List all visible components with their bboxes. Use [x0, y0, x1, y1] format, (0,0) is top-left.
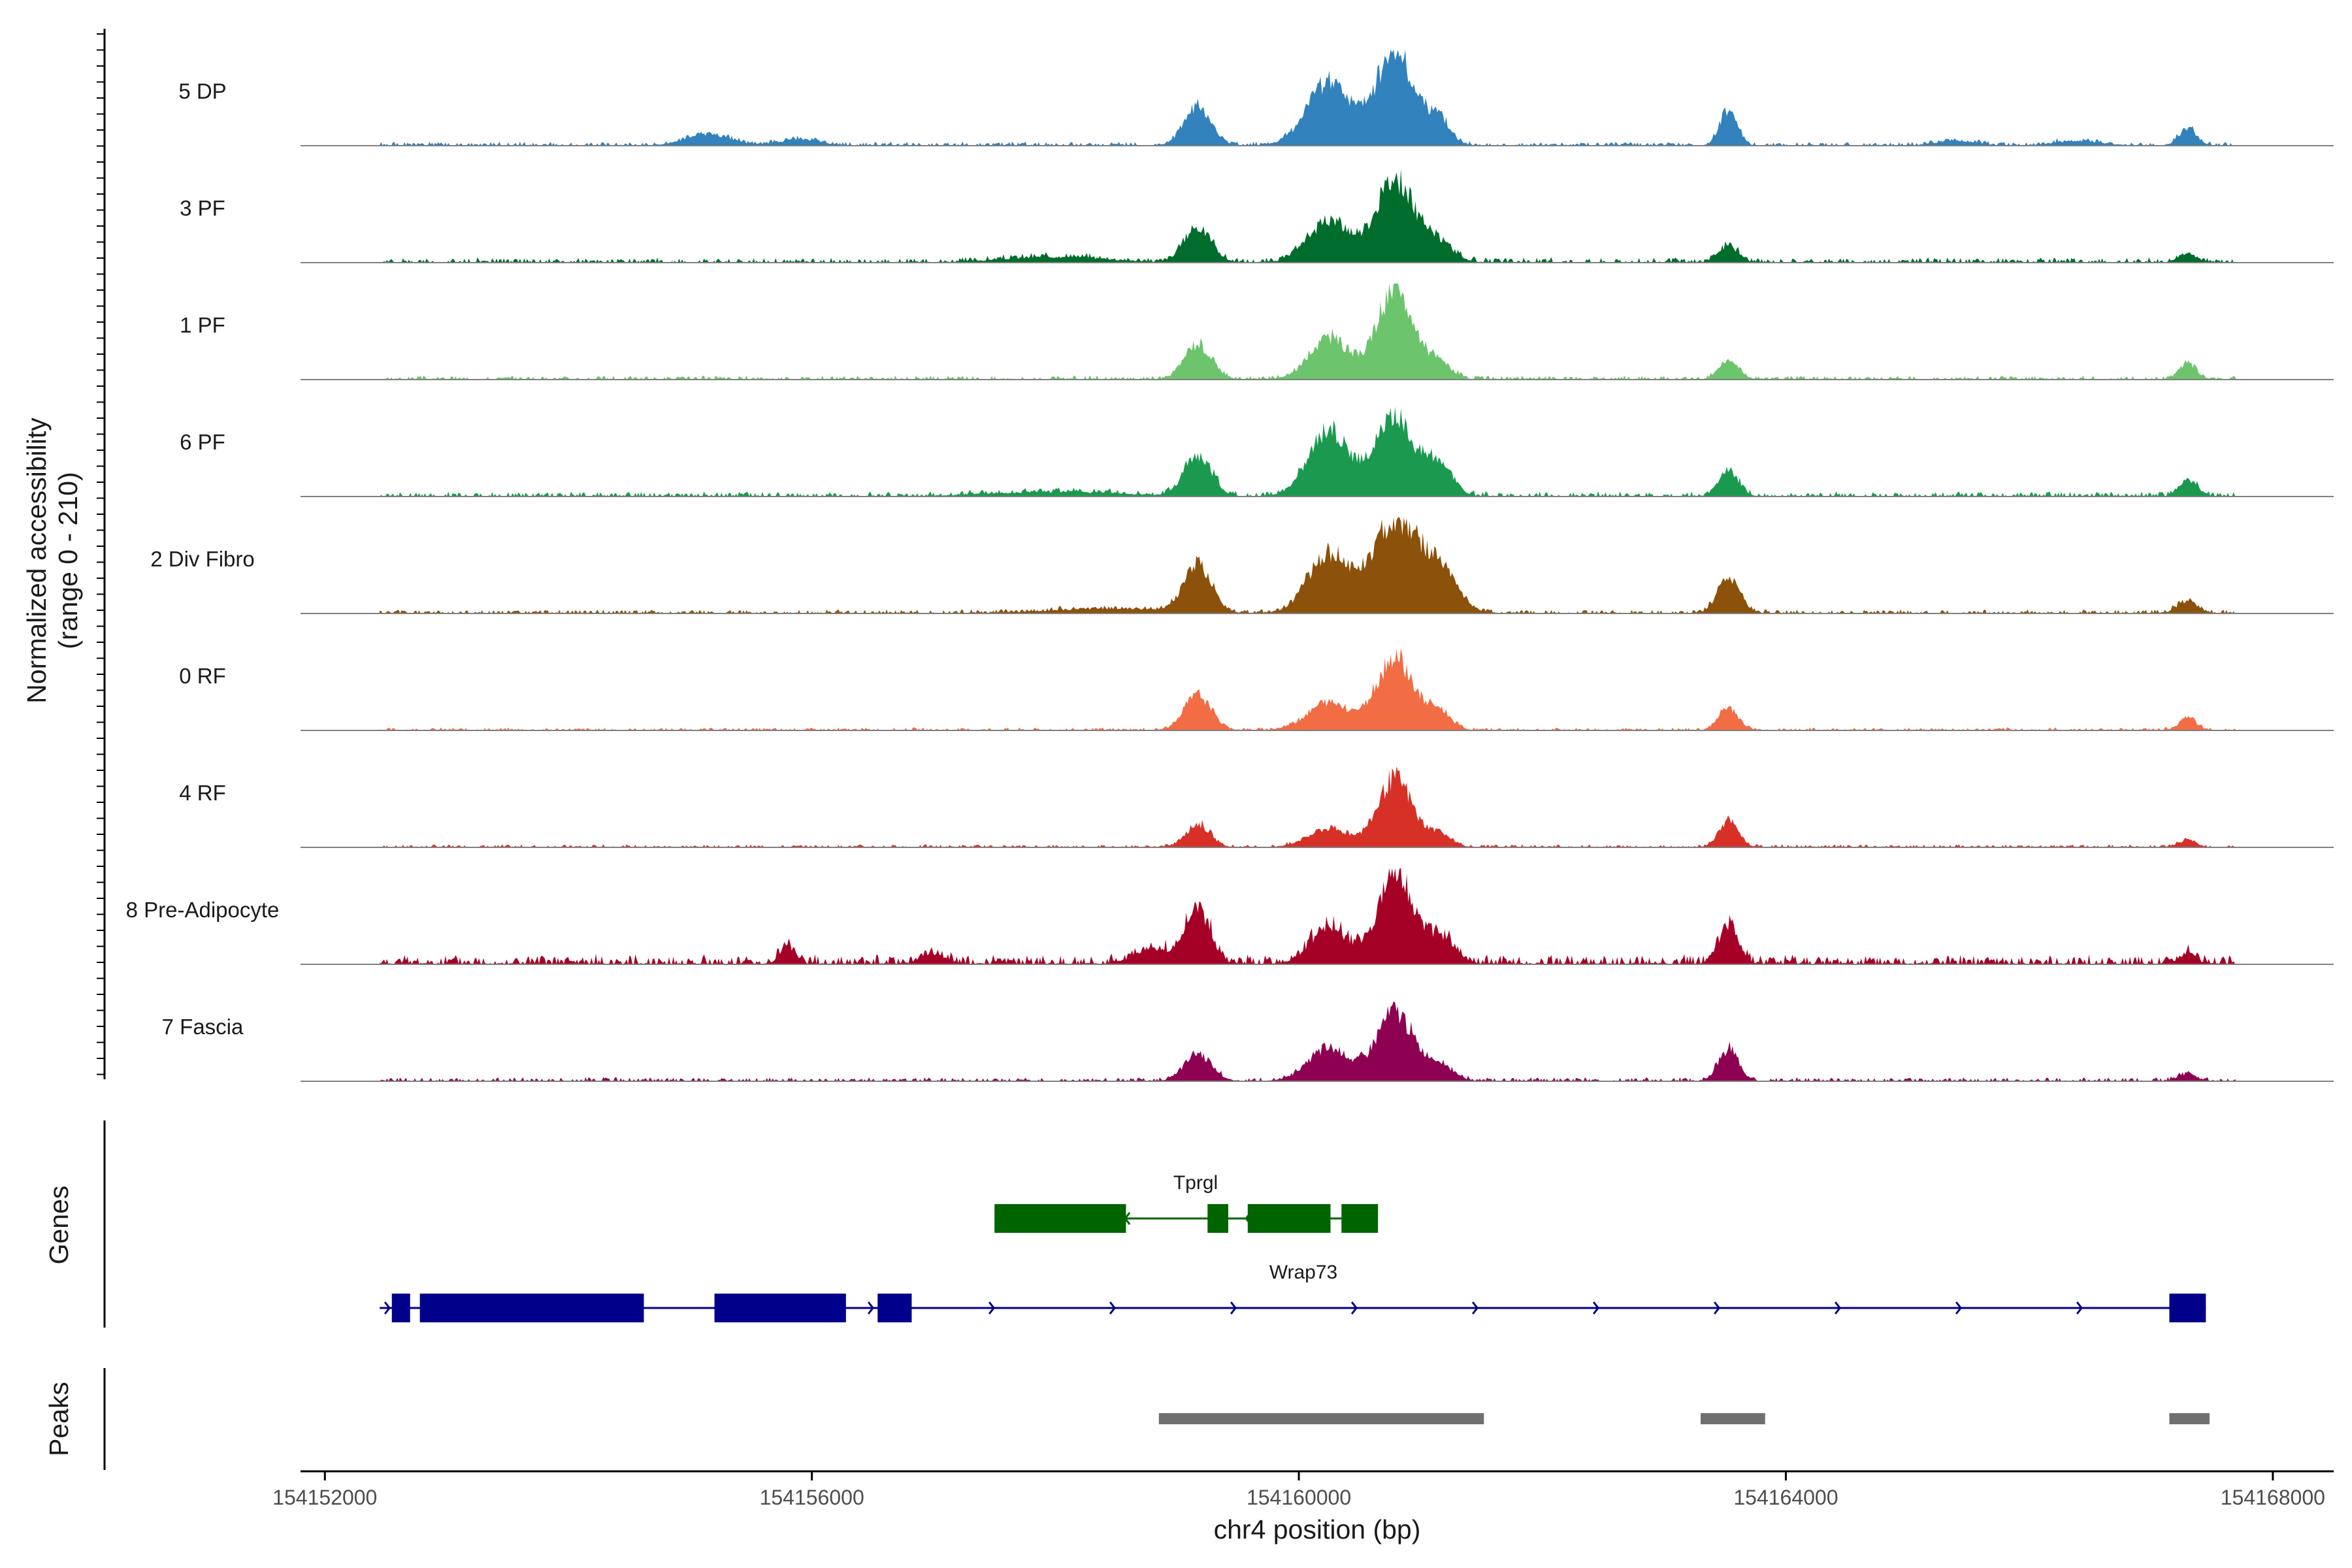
coverage-area — [380, 648, 2236, 730]
peaks-panel: Peaks — [44, 1368, 2210, 1470]
track-label: 0 RF — [179, 664, 226, 688]
coverage-tracks: 5 DP 3 PF 1 PF 6 PF 2 Div Fibro 0 RF 4 RF 8 Pre… — [126, 50, 2334, 1082]
exon — [391, 1294, 410, 1322]
track-2-div-fibro: 2 Div Fibro — [150, 517, 2334, 614]
strand-arrow — [1350, 1301, 1358, 1315]
y-axis-title-line2: (range 0 - 210) — [53, 472, 83, 649]
track-label: 7 Fascia — [162, 1015, 244, 1039]
y-axis-title-line1: Normalized accessibility — [22, 417, 52, 704]
peak-region — [2169, 1413, 2210, 1424]
x-axis: 154152000 154156000 154160000 154164000 1541… — [272, 1470, 2334, 1544]
strand-arrow — [1471, 1301, 1479, 1315]
strand-arrow — [867, 1301, 875, 1315]
track-label: 6 PF — [180, 430, 225, 454]
track-label: 2 Div Fibro — [150, 547, 255, 571]
strand-arrow — [384, 1301, 391, 1315]
track-0-rf: 0 RF — [179, 648, 2334, 731]
track-8-pre-adipocyte: 8 Pre-Adipocyte — [126, 868, 2334, 965]
exon — [419, 1294, 644, 1322]
x-tick-label: 154156000 — [760, 1486, 864, 1509]
exon — [2169, 1294, 2206, 1322]
strand-arrow — [1109, 1301, 1117, 1315]
coverage-area — [380, 169, 2236, 263]
y-axis-title: Normalized accessibility (range 0 - 210) — [22, 417, 83, 704]
track-label: 4 RF — [179, 781, 226, 805]
track-label: 3 PF — [180, 196, 225, 220]
track-4-rf: 4 RF — [179, 766, 2334, 848]
strand-arrow — [1713, 1301, 1721, 1315]
track-6-pf: 6 PF — [180, 406, 2334, 497]
coverage-area — [380, 517, 2236, 613]
coverage-area — [380, 406, 2236, 497]
gene-label: Wrap73 — [1269, 1262, 1338, 1283]
x-tick-label: 154164000 — [1733, 1486, 1838, 1509]
peak-region — [1158, 1413, 1484, 1424]
exon — [994, 1204, 1126, 1233]
exon — [1207, 1204, 1228, 1233]
x-tick-label: 154152000 — [272, 1486, 377, 1509]
exon — [714, 1294, 846, 1322]
exon — [1247, 1204, 1331, 1233]
strand-arrow — [2076, 1301, 2083, 1315]
strand-arrow — [1230, 1301, 1237, 1315]
x-tick-label: 154168000 — [2221, 1486, 2325, 1509]
strand-arrow — [988, 1301, 996, 1315]
gene-wrap73: Wrap73 — [380, 1262, 2206, 1322]
coverage-y-axis-ticks — [97, 33, 105, 1075]
coverage-area — [380, 766, 2236, 847]
coverage-area — [380, 1001, 2236, 1081]
x-tick-label: 154160000 — [1247, 1486, 1351, 1509]
track-3-pf: 3 PF — [180, 169, 2334, 263]
peaks-axis-label: Peaks — [44, 1382, 74, 1456]
x-axis-title: chr4 position (bp) — [1214, 1514, 1421, 1544]
track-5-dp: 5 DP — [178, 50, 2334, 146]
gene-label: Tprgl — [1173, 1172, 1218, 1194]
strand-arrow — [1955, 1301, 1963, 1315]
genes-panel: Genes Tprgl Wrap73 — [44, 1120, 2206, 1328]
genes-axis-label: Genes — [44, 1186, 74, 1265]
coverage-area — [380, 50, 2236, 146]
track-1-pf: 1 PF — [180, 284, 2334, 380]
exon — [1341, 1204, 1379, 1233]
track-7-fascia: 7 Fascia — [162, 1001, 2334, 1082]
track-label: 1 PF — [180, 313, 225, 337]
peak-region — [1700, 1413, 1765, 1424]
exon — [877, 1294, 912, 1322]
track-label: 8 Pre-Adipocyte — [126, 898, 280, 922]
strand-arrow — [1834, 1301, 1842, 1315]
track-label: 5 DP — [178, 79, 226, 103]
coverage-area — [380, 868, 2236, 964]
strand-arrow — [1592, 1301, 1600, 1315]
coverage-area — [380, 284, 2236, 380]
gene-tprgl: Tprgl — [994, 1172, 1379, 1233]
